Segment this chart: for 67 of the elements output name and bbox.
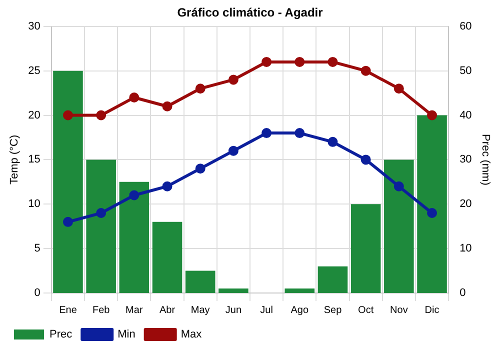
y-tick-label: 25	[28, 64, 40, 77]
bar	[185, 270, 216, 293]
bar	[53, 70, 83, 293]
x-tick-label: Abr	[159, 304, 176, 316]
x-tick-label: Jul	[260, 304, 273, 316]
y-tick-label: 20	[28, 109, 40, 122]
y2-tick-label: 10	[460, 242, 472, 255]
bar	[86, 160, 116, 293]
chart-title: Gráfico climático - Agadir	[177, 6, 324, 20]
x-tick-label: Dic	[424, 304, 440, 316]
point	[427, 208, 438, 218]
y2-tick-label: 60	[460, 20, 472, 32]
point	[129, 92, 140, 102]
point	[427, 110, 438, 120]
y-tick-label: 0	[34, 287, 40, 300]
x-tick-label: May	[190, 304, 210, 316]
y-tick-label: 30	[28, 20, 40, 32]
y-axis-title: Temp (°C)	[8, 134, 21, 185]
point	[62, 216, 73, 227]
x-tick-label: Mar	[126, 304, 144, 316]
point	[394, 84, 404, 94]
y2-tick-label: 0	[460, 287, 466, 300]
point	[162, 181, 172, 192]
y2-tick-label: 30	[460, 154, 472, 166]
point	[162, 101, 172, 112]
y-tick-label: 15	[28, 154, 40, 166]
bar	[417, 115, 447, 293]
point	[195, 84, 206, 94]
y2-tick-label: 50	[460, 64, 472, 77]
x-tick-label: Nov	[390, 304, 408, 316]
x-tick-label: Ago	[290, 304, 309, 316]
point	[129, 190, 140, 200]
point	[96, 208, 106, 218]
point	[294, 128, 305, 138]
y2-tick-label: 20	[460, 198, 472, 210]
point	[262, 128, 272, 138]
y-tick-label: 10	[28, 198, 40, 210]
point	[62, 110, 73, 120]
point	[360, 154, 371, 165]
bar	[284, 288, 315, 293]
x-tick-label: Jun	[225, 304, 242, 316]
point	[394, 181, 404, 192]
point	[228, 146, 238, 156]
point	[195, 164, 206, 174]
bar	[152, 222, 182, 293]
y2-tick-label: 40	[460, 109, 472, 122]
point	[96, 110, 106, 120]
legend-label: Max	[180, 328, 202, 341]
legend-label: Prec	[50, 328, 73, 341]
y2-axis-title: Prec (mm)	[479, 134, 492, 186]
point	[360, 66, 371, 76]
x-tick-label: Ene	[59, 304, 78, 316]
point	[262, 56, 272, 67]
x-tick-label: Feb	[92, 304, 110, 316]
point	[328, 56, 338, 67]
point	[294, 56, 305, 67]
legend-label: Min	[118, 328, 136, 341]
bar	[384, 160, 414, 293]
bar	[318, 266, 348, 293]
point	[228, 74, 238, 85]
y-tick-label: 5	[34, 242, 40, 255]
bar	[218, 288, 248, 293]
x-tick-label: Oct	[358, 304, 374, 316]
bar	[119, 182, 150, 293]
point	[328, 136, 338, 147]
bar	[350, 204, 381, 293]
x-tick-label: Sep	[324, 304, 342, 316]
